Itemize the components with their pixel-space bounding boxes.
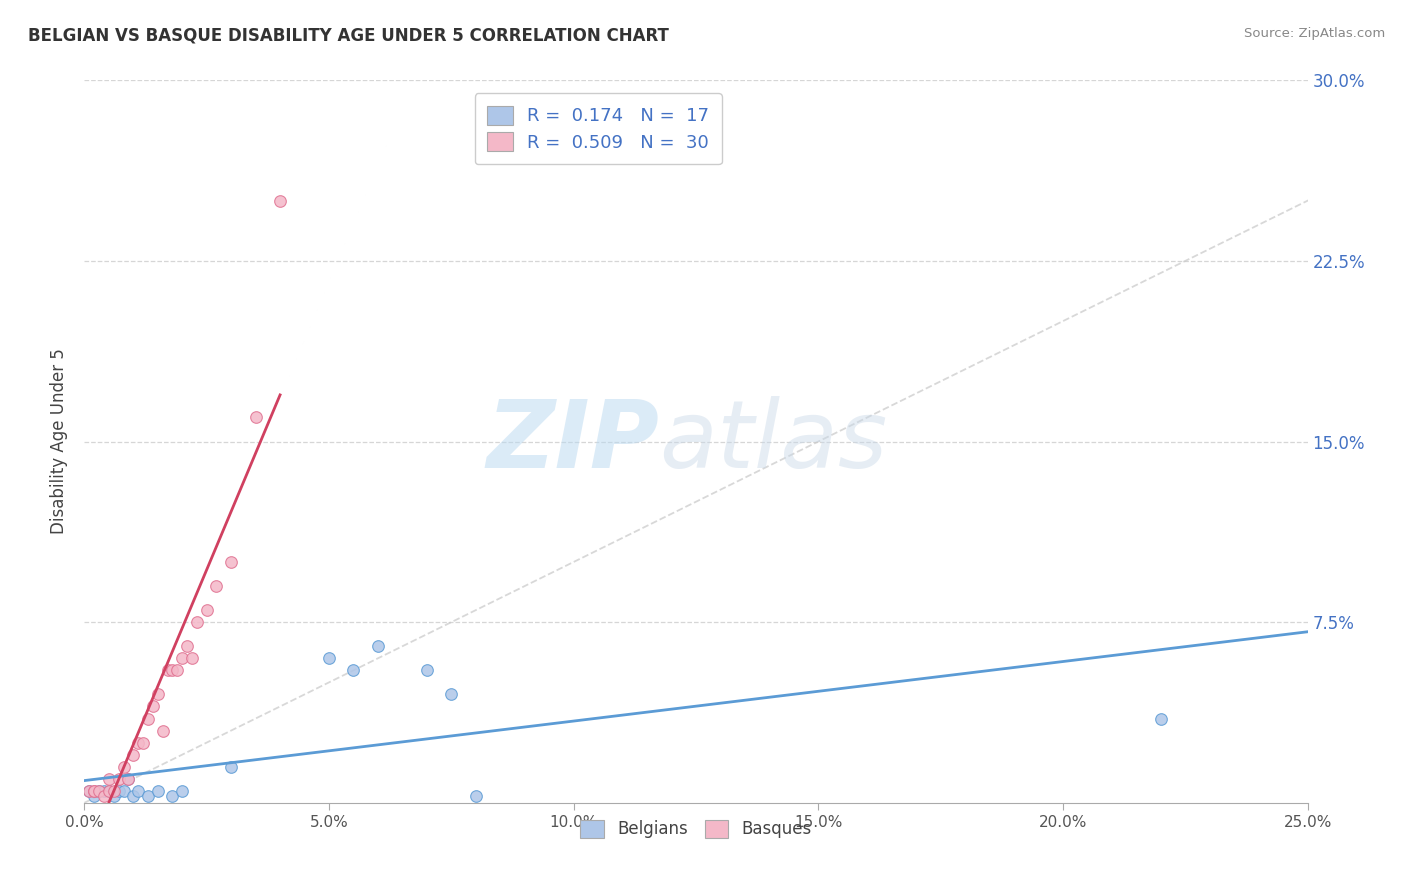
Point [464, 789, 486, 803]
Point [440, 687, 463, 701]
Point [136, 712, 159, 726]
Point [146, 784, 169, 798]
Point [122, 747, 145, 762]
Point [112, 760, 135, 774]
Point [219, 760, 242, 774]
Point [269, 194, 291, 208]
Point [146, 687, 169, 701]
Point [162, 664, 184, 678]
Y-axis label: Disability Age Under 5: Disability Age Under 5 [51, 349, 69, 534]
Point [205, 579, 228, 593]
Point [318, 651, 340, 665]
Text: BELGIAN VS BASQUE DISABILITY AGE UNDER 5 CORRELATION CHART: BELGIAN VS BASQUE DISABILITY AGE UNDER 5… [28, 27, 669, 45]
Point [117, 772, 139, 786]
Point [87, 784, 110, 798]
Point [83, 784, 105, 798]
Point [77, 784, 100, 798]
Point [127, 735, 149, 749]
Point [162, 789, 184, 803]
Text: Source: ZipAtlas.com: Source: ZipAtlas.com [1244, 27, 1385, 40]
Text: ZIP: ZIP [486, 395, 659, 488]
Point [83, 789, 105, 803]
Point [172, 651, 194, 665]
Point [77, 784, 100, 798]
Point [342, 664, 364, 678]
Point [166, 664, 188, 678]
Point [416, 664, 439, 678]
Point [87, 784, 110, 798]
Point [127, 784, 149, 798]
Point [152, 723, 174, 738]
Point [103, 789, 125, 803]
Point [219, 555, 242, 569]
Point [107, 784, 129, 798]
Text: atlas: atlas [659, 396, 887, 487]
Point [176, 639, 198, 653]
Point [195, 603, 218, 617]
Point [367, 639, 389, 653]
Point [83, 784, 105, 798]
Point [93, 784, 115, 798]
Point [97, 784, 120, 798]
Point [136, 789, 159, 803]
Point [97, 784, 120, 798]
Point [117, 772, 139, 786]
Point [112, 784, 135, 798]
Point [156, 664, 179, 678]
Point [122, 789, 145, 803]
Point [103, 784, 125, 798]
Point [245, 410, 267, 425]
Point [186, 615, 208, 630]
Point [93, 789, 115, 803]
Point [1150, 712, 1173, 726]
Point [142, 699, 165, 714]
Legend: Belgians, Basques: Belgians, Basques [574, 813, 818, 845]
Point [97, 772, 120, 786]
Point [132, 735, 155, 749]
Point [181, 651, 204, 665]
Point [172, 784, 194, 798]
Point [107, 772, 129, 786]
